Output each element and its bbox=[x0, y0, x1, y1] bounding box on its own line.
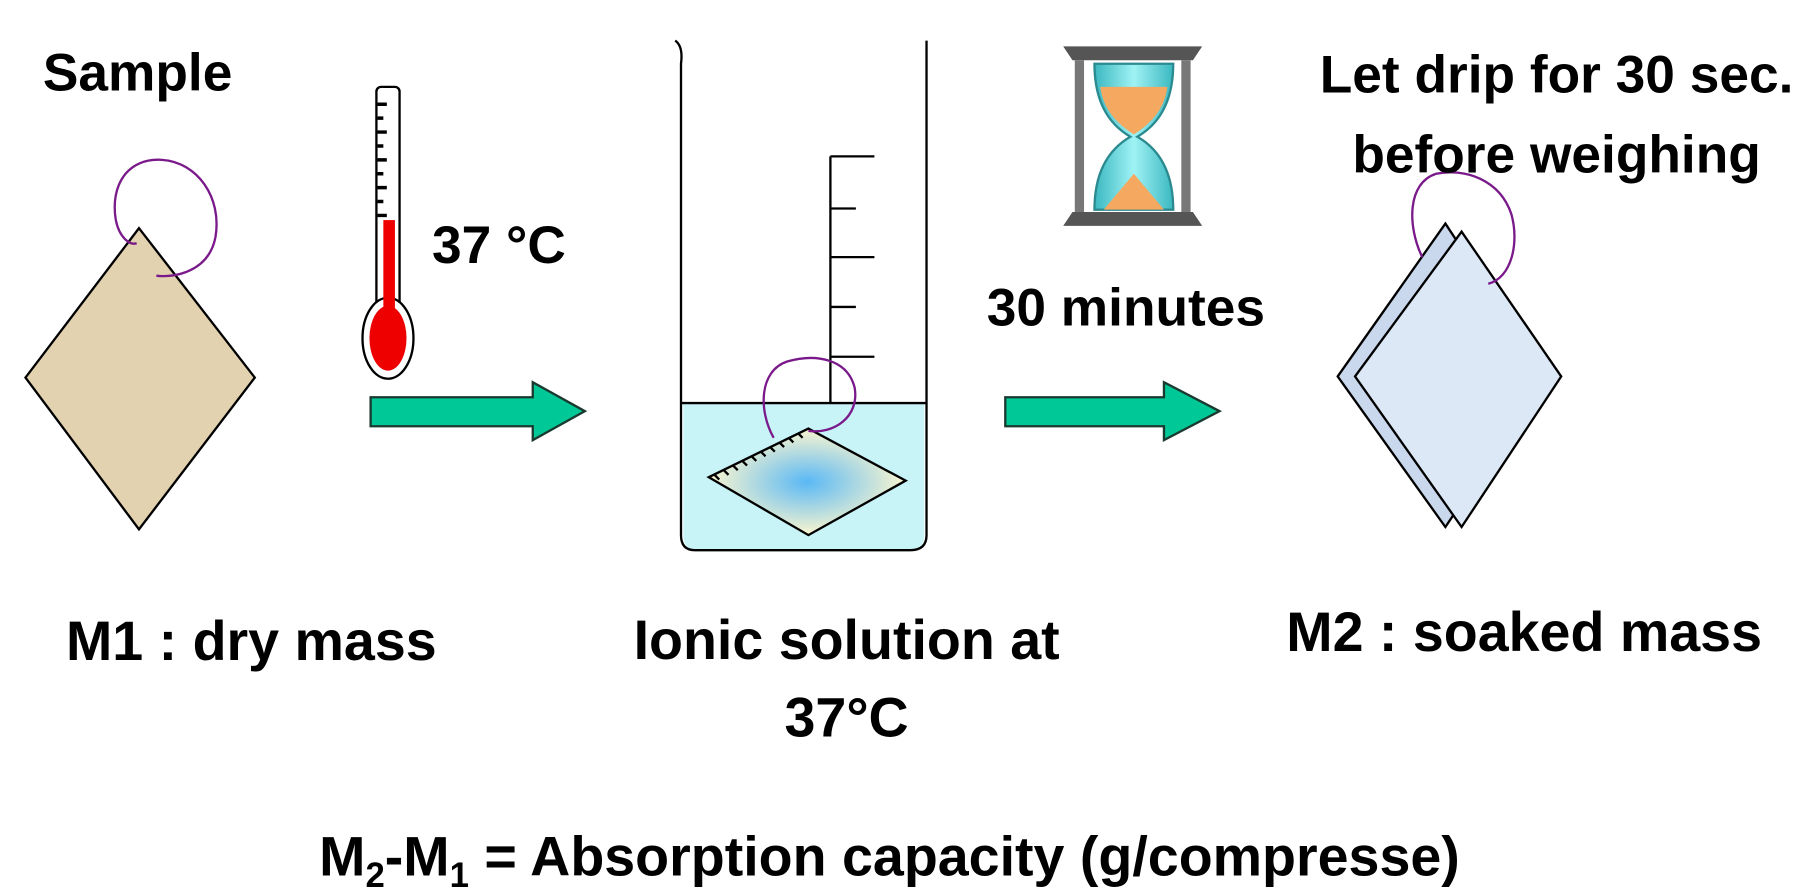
soaked-sample bbox=[1338, 172, 1562, 527]
label-duration: 30 minutes bbox=[987, 278, 1265, 337]
formula-sub: 1 bbox=[450, 857, 469, 893]
formula: M2-M1 = Absorption capacity (g/compresse… bbox=[319, 826, 1460, 893]
thermometer bbox=[363, 87, 414, 379]
label-m2: M2 : soaked mass bbox=[1286, 601, 1762, 663]
label-temperature: 37 °C bbox=[432, 216, 566, 275]
arrow bbox=[371, 382, 585, 440]
diagram: Sample 37 °C 30 minutes Let drip for 30 … bbox=[0, 0, 1816, 893]
label-drip: before weighing bbox=[1352, 126, 1760, 185]
label-solution: 37°C bbox=[785, 687, 909, 749]
hourglass bbox=[1063, 46, 1202, 226]
formula-part: M bbox=[319, 826, 365, 888]
dry-sample bbox=[25, 160, 254, 530]
formula-sub: 2 bbox=[365, 857, 384, 893]
label-solution: Ionic solution at bbox=[634, 609, 1060, 671]
label-sample: Sample bbox=[43, 43, 232, 102]
beaker bbox=[675, 41, 926, 551]
formula-part: = Absorption capacity (g/compresse) bbox=[469, 826, 1460, 888]
label-m1: M1 : dry mass bbox=[66, 610, 437, 672]
formula-part: -M bbox=[385, 826, 450, 888]
label-drip: Let drip for 30 sec. bbox=[1320, 46, 1794, 105]
arrow bbox=[1005, 382, 1219, 440]
